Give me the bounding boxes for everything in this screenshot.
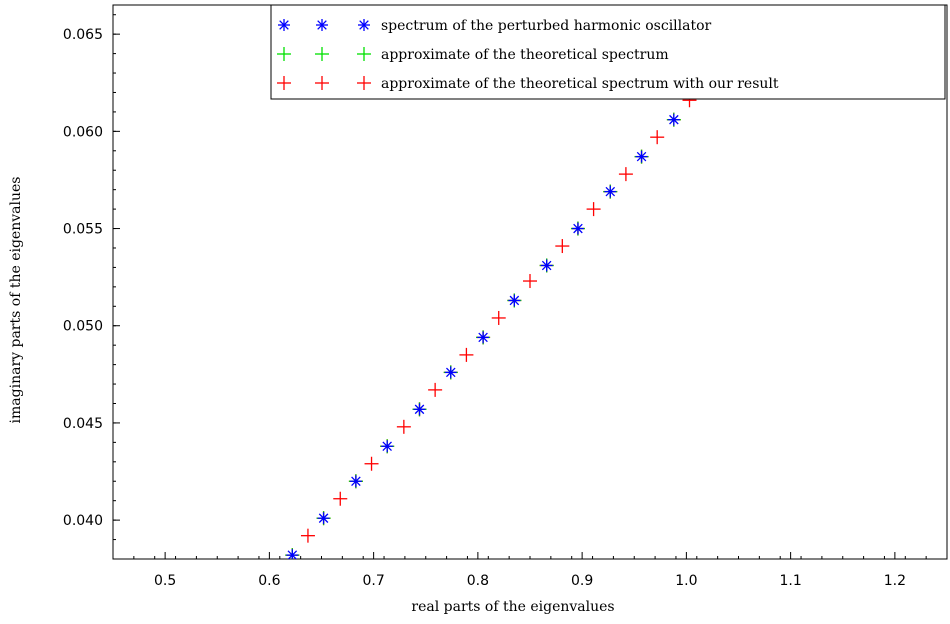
data-point — [508, 294, 521, 307]
legend-label: approximate of the theoretical spectrum … — [381, 76, 779, 92]
data-point — [277, 47, 291, 61]
legend-entry: approximate of the theoretical spectrum — [277, 47, 669, 63]
x-tick-label: 1.0 — [675, 573, 697, 589]
data-point — [571, 222, 584, 235]
data-point — [413, 403, 426, 416]
data-point — [444, 366, 457, 379]
y-tick-label: 0.055 — [63, 222, 103, 238]
data-point — [278, 19, 290, 31]
data-point — [317, 512, 330, 525]
x-tick-label: 1.2 — [884, 573, 906, 589]
data-point — [364, 456, 379, 471]
y-tick-label: 0.040 — [63, 513, 103, 529]
x-axis-title: real parts of the eigenvalues — [411, 599, 614, 615]
y-tick-label: 0.050 — [63, 319, 103, 335]
data-point — [428, 382, 443, 397]
data-point — [316, 19, 328, 31]
y-axis: 0.040 0.045 0.050 0.055 0.060 0.065 — [63, 14, 120, 560]
data-point — [650, 130, 665, 145]
legend-entry: approximate of the theoretical spectrum … — [277, 76, 779, 92]
data-point — [315, 47, 329, 61]
data-point — [277, 76, 291, 90]
data-point — [540, 259, 553, 272]
y-tick-label: 0.065 — [63, 27, 103, 43]
data-point — [555, 239, 570, 254]
legend-label: approximate of the theoretical spectrum — [381, 47, 669, 63]
legend-entry: spectrum of the perturbed harmonic oscil… — [278, 18, 712, 34]
data-point — [635, 150, 648, 163]
x-tick-label: 0.8 — [467, 573, 489, 589]
data-point — [286, 549, 299, 559]
data-point — [523, 274, 537, 289]
data-point — [667, 113, 680, 126]
data-point — [315, 76, 329, 90]
data-point — [300, 528, 315, 543]
data-point — [477, 331, 490, 344]
data-point — [358, 19, 370, 31]
data-point — [618, 167, 633, 182]
legend-label: spectrum of the perturbed harmonic oscil… — [381, 18, 712, 34]
data-point — [459, 347, 474, 362]
data-point — [357, 47, 371, 61]
x-tick-label: 0.9 — [571, 573, 593, 589]
data-point — [349, 475, 362, 488]
y-axis-title: imaginary parts of the eigenvalues — [8, 177, 24, 424]
x-tick-label: 0.6 — [258, 573, 280, 589]
data-point — [381, 440, 394, 453]
x-tick-label: 0.7 — [362, 573, 384, 589]
legend: spectrum of the perturbed harmonic oscil… — [270, 4, 946, 100]
y-tick-label: 0.060 — [63, 124, 103, 140]
legend-box — [270, 4, 946, 100]
x-tick-label: 1.1 — [779, 573, 801, 589]
data-point — [491, 310, 506, 325]
data-point — [604, 185, 617, 198]
data-marks — [285, 5, 775, 559]
data-point — [333, 491, 348, 506]
x-axis: 0.5 0.6 0.7 0.8 0.9 1.0 1.1 1.2 — [112, 552, 927, 589]
data-point — [396, 419, 411, 434]
series-1 — [286, 5, 774, 559]
data-point — [357, 76, 371, 90]
y-tick-label: 0.045 — [63, 416, 103, 432]
data-point — [586, 202, 601, 217]
x-tick-label: 0.5 — [154, 573, 176, 589]
